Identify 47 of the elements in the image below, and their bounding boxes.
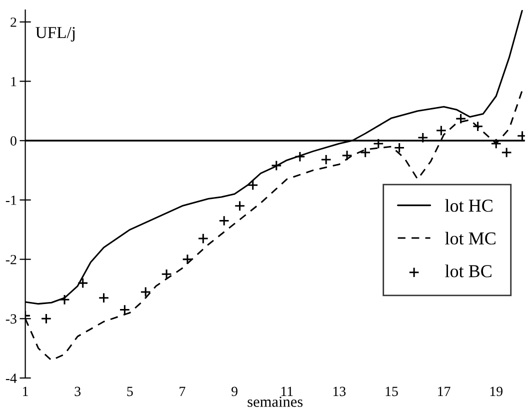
point (372, 138, 384, 150)
point (501, 147, 512, 158)
x-tick-label: 3 (74, 386, 81, 396)
y-tick-label: -3 (6, 314, 16, 324)
legend-label: lot BC (445, 264, 492, 278)
x-tick-label: 9 (232, 386, 238, 396)
point (119, 304, 130, 316)
point (270, 160, 282, 171)
point (218, 215, 230, 226)
point (394, 142, 405, 154)
x-tick-label: 7 (180, 386, 186, 396)
x-tick-label: 1 (23, 386, 28, 396)
x-tick-label: 17 (438, 386, 450, 396)
point (40, 313, 52, 324)
legend-label: lot MC (445, 232, 496, 245)
point (294, 151, 306, 162)
point (417, 132, 428, 144)
point (77, 278, 88, 288)
y-tick-label: -1 (6, 196, 16, 205)
x-tick-label: 15 (386, 386, 398, 396)
point (140, 286, 152, 298)
x-tick-label: 19 (490, 386, 502, 396)
point (320, 154, 332, 166)
point (472, 120, 484, 132)
y-tick-label: -4 (6, 374, 17, 383)
point (161, 268, 172, 280)
x-axis-title: semaines (248, 396, 303, 407)
point (198, 233, 209, 244)
point (436, 125, 447, 136)
x-tick-label: 13 (333, 386, 346, 396)
point (98, 292, 110, 304)
y-axis-title: UFL/j (36, 26, 75, 42)
point (360, 147, 371, 158)
x-tick-label: 11 (281, 386, 293, 396)
point (490, 138, 502, 150)
point (59, 294, 70, 306)
y-tick-label: 1 (11, 76, 16, 86)
x-tick-label: 5 (127, 386, 133, 396)
point (247, 180, 258, 191)
y-tick-label: 2 (10, 18, 16, 27)
y-tick-label: -2 (6, 254, 16, 264)
y-tick-label: 0 (10, 136, 16, 146)
point (455, 113, 466, 124)
legend-label: lot HC (445, 199, 492, 212)
point (234, 200, 246, 212)
point (342, 150, 352, 161)
point (182, 254, 193, 265)
